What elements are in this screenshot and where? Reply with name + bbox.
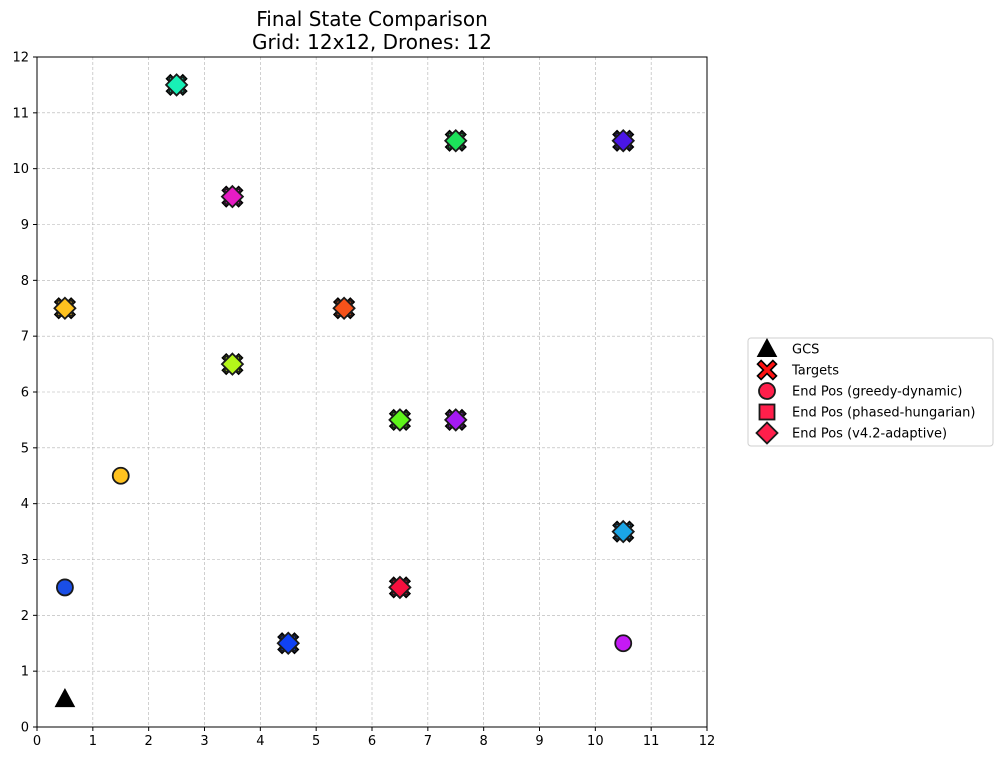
adaptive-end-marker	[443, 408, 468, 432]
legend-label: GCS	[792, 343, 819, 358]
x-tick-label: 6	[368, 734, 376, 749]
legend-diamond-icon	[755, 421, 779, 445]
greedy-end-marker	[56, 578, 74, 597]
x-tick-label: 0	[33, 734, 41, 749]
legend-triangle-icon	[756, 337, 778, 357]
legend: GCS Targets End Pos (greedy-dynamic) End Po…	[747, 337, 994, 447]
x-tick-label: 5	[312, 734, 320, 749]
x-tick-label: 9	[535, 734, 543, 749]
legend-label: End Pos (v4.2-adaptive)	[792, 427, 947, 442]
adaptive-end-marker	[443, 128, 468, 153]
adaptive-end-marker	[164, 73, 189, 97]
chart-title: Final State Comparison	[256, 7, 488, 31]
x-tick-label: 10	[587, 734, 604, 749]
adaptive-end-marker	[388, 408, 412, 432]
legend-circle-icon	[758, 382, 776, 400]
y-tick-label: 8	[21, 274, 29, 289]
y-tick-label: 7	[21, 330, 29, 345]
y-tick-label: 10	[12, 162, 29, 177]
adaptive-end-marker	[388, 575, 412, 600]
y-tick-label: 5	[21, 441, 29, 456]
adaptive-end-marker	[611, 128, 636, 153]
y-tick-label: 3	[21, 553, 29, 568]
x-tick-label: 3	[200, 734, 208, 749]
x-tick-label: 12	[699, 734, 716, 749]
x-tick-label: 8	[480, 734, 488, 749]
legend-frame	[747, 337, 994, 447]
greedy-end-marker	[111, 466, 130, 485]
adaptive-end-marker	[276, 631, 301, 656]
greedy-end-marker	[614, 634, 633, 653]
y-tick-label: 0	[21, 721, 29, 736]
x-tick-label: 2	[145, 734, 153, 749]
legend-label: End Pos (greedy-dynamic)	[792, 385, 963, 400]
y-tick-label: 4	[21, 497, 29, 512]
y-tick-label: 1	[21, 665, 29, 680]
data-markers	[53, 73, 636, 708]
grid	[36, 56, 708, 728]
adaptive-end-marker	[53, 296, 77, 321]
x-tick-label: 11	[643, 734, 660, 749]
y-tick-label: 11	[12, 106, 29, 121]
adaptive-end-marker	[611, 519, 636, 544]
legend-label: Targets	[791, 364, 839, 379]
y-tick-label: 12	[12, 51, 29, 66]
x-tick-label: 1	[89, 734, 97, 749]
chart-subtitle: Grid: 12x12, Drones: 12	[252, 30, 492, 54]
adaptive-end-marker	[220, 352, 245, 376]
x-tick-label: 4	[256, 734, 264, 749]
legend-label: End Pos (phased-hungarian)	[792, 406, 976, 421]
legend-square-icon	[758, 403, 776, 421]
y-tick-label: 2	[21, 609, 29, 624]
legend-x-icon	[756, 359, 778, 381]
gcs-marker	[54, 688, 76, 708]
adaptive-end-marker	[332, 296, 356, 321]
y-tick-label: 9	[21, 218, 29, 233]
adaptive-end-marker	[220, 184, 245, 209]
x-tick-label: 7	[424, 734, 432, 749]
y-tick-label: 6	[21, 386, 29, 401]
